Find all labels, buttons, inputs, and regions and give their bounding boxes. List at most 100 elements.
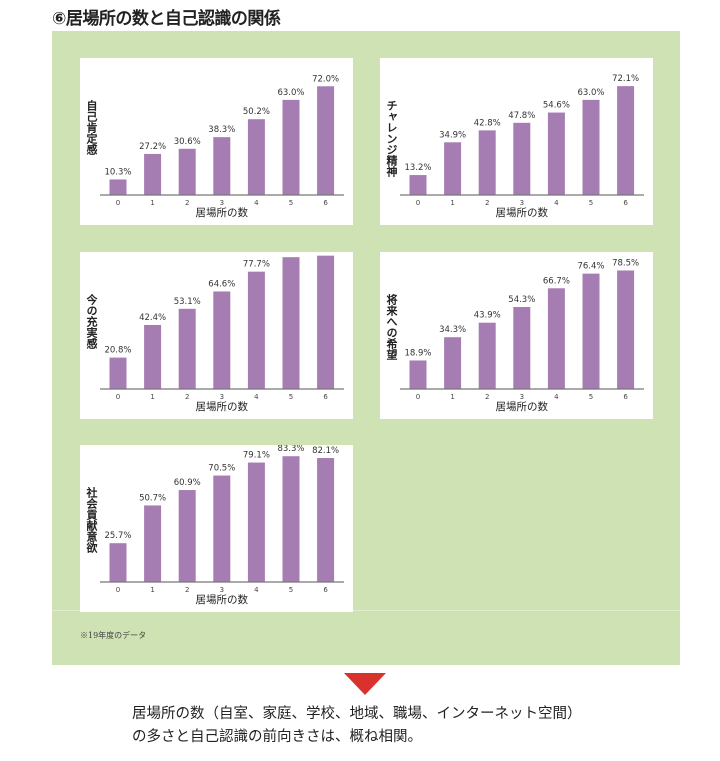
x-tick-label: 0	[416, 199, 420, 207]
x-tick-label: 4	[254, 586, 259, 594]
data-label: 72.0%	[312, 74, 339, 84]
bar	[513, 307, 531, 389]
x-tick-label: 4	[554, 393, 559, 401]
bar	[317, 255, 335, 389]
x-tick-label: 2	[185, 586, 189, 594]
data-label: 10.3%	[104, 167, 131, 177]
data-note: ※19年度のデータ	[80, 631, 147, 640]
x-tick-label: 6	[623, 199, 628, 207]
summary-line-2: の多さと自己認識の前向きさは、概ね相関。	[132, 729, 422, 745]
x-tick-label: 3	[520, 199, 524, 207]
data-label: 25.7%	[104, 531, 131, 541]
data-label: 76.4%	[577, 262, 604, 272]
x-tick-label: 1	[450, 199, 454, 207]
bar	[409, 175, 427, 195]
bar	[582, 273, 600, 389]
x-tick-label: 3	[220, 393, 224, 401]
data-label: 34.3%	[439, 325, 466, 335]
x-tick-label: 3	[520, 393, 524, 401]
x-tick-label: 5	[289, 586, 293, 594]
x-tick-label: 5	[589, 199, 593, 207]
bar	[247, 119, 265, 195]
x-tick-label: 0	[116, 199, 120, 207]
x-tick-label: 0	[416, 393, 420, 401]
bar	[513, 122, 531, 195]
x-tick-label: 1	[450, 393, 454, 401]
bar	[144, 153, 162, 195]
data-label: 79.1%	[243, 451, 270, 461]
x-axis-label: 居場所の数	[196, 400, 249, 413]
bar	[247, 462, 265, 582]
data-label: 64.6%	[208, 279, 235, 289]
y-axis-label: 将来への希望	[385, 294, 398, 360]
x-tick-label: 5	[289, 199, 293, 207]
data-label: 54.3%	[508, 295, 535, 305]
bar	[478, 322, 496, 389]
bar	[478, 130, 496, 195]
data-label: 43.9%	[474, 311, 501, 321]
x-tick-label: 6	[323, 586, 328, 594]
bar	[109, 179, 127, 195]
x-axis-label: 居場所の数	[496, 206, 549, 219]
x-axis-label: 居場所の数	[196, 206, 249, 219]
bar	[617, 86, 635, 195]
x-tick-label: 3	[220, 586, 224, 594]
bar	[582, 99, 600, 195]
chart-social-contribution: 25.7% 0 50.7% 1 60.9% 2 70.5% 3 79.1% 4 83.3% 5 82.1…	[80, 445, 353, 612]
x-tick-label: 4	[254, 199, 259, 207]
data-label: 72.1%	[612, 74, 639, 84]
bar	[444, 142, 462, 195]
bar	[213, 475, 231, 582]
data-label: 87.3%	[277, 252, 304, 255]
bar	[282, 456, 300, 582]
page-title: ⑥居場所の数と自己認識の関係	[52, 9, 281, 29]
x-tick-label: 1	[150, 586, 154, 594]
chart-svg: 10.3% 0 27.2% 1 30.6% 2 38.3% 3 50.2% 4 63.0% 5 72.0…	[100, 74, 344, 219]
x-tick-label: 2	[185, 199, 189, 207]
data-label: 63.0%	[277, 88, 304, 98]
data-label: 18.9%	[404, 348, 431, 358]
x-tick-label: 4	[254, 393, 259, 401]
x-tick-label: 6	[323, 199, 328, 207]
data-label: 27.2%	[139, 142, 166, 152]
data-label: 38.3%	[208, 125, 235, 135]
divider	[52, 610, 680, 611]
bar	[282, 257, 300, 389]
bar	[109, 543, 127, 582]
x-tick-label: 0	[116, 586, 120, 594]
data-label: 20.8%	[104, 346, 131, 356]
data-label: 70.5%	[208, 464, 235, 474]
data-label: 78.5%	[612, 258, 639, 268]
bar	[178, 148, 196, 195]
bar	[282, 99, 300, 195]
x-tick-label: 5	[289, 393, 293, 401]
bar	[144, 505, 162, 582]
data-label: 47.8%	[508, 111, 535, 121]
chart-self-esteem: 10.3% 0 27.2% 1 30.6% 2 38.3% 3 50.2% 4 63.0% 5 72.0…	[80, 58, 353, 225]
data-label: 53.1%	[174, 297, 201, 307]
x-axis-label: 居場所の数	[196, 593, 249, 606]
data-label: 30.6%	[174, 137, 201, 147]
bar	[178, 490, 196, 582]
bar	[247, 271, 265, 389]
chart-svg: 13.2% 0 34.9% 1 42.8% 2 47.8% 3 54.6% 4 63.0% 5 72.1…	[400, 74, 644, 219]
x-tick-label: 2	[185, 393, 189, 401]
x-tick-label: 2	[485, 393, 489, 401]
x-tick-label: 1	[150, 199, 154, 207]
bar	[547, 112, 565, 195]
x-tick-label: 2	[485, 199, 489, 207]
bar	[213, 291, 231, 389]
y-axis-label: 自己肯定感	[85, 100, 98, 155]
bar	[444, 337, 462, 389]
y-axis-label: 今の充実感	[85, 294, 98, 349]
data-label: 77.7%	[243, 260, 270, 270]
x-axis-label: 居場所の数	[496, 400, 549, 413]
x-tick-label: 3	[220, 199, 224, 207]
data-label: 42.8%	[474, 118, 501, 128]
chart-svg: 18.9% 0 34.3% 1 43.9% 2 54.3% 3 66.7% 4 76.4% 5 78.5…	[400, 258, 644, 413]
data-label: 42.4%	[139, 313, 166, 323]
chart-svg: 20.8% 0 42.4% 1 53.1% 2 64.6% 3 77.7% 4 87.3% 5 88.3…	[100, 252, 344, 413]
bar	[109, 357, 127, 389]
data-label: 54.6%	[543, 101, 570, 111]
data-label: 83.3%	[277, 445, 304, 454]
